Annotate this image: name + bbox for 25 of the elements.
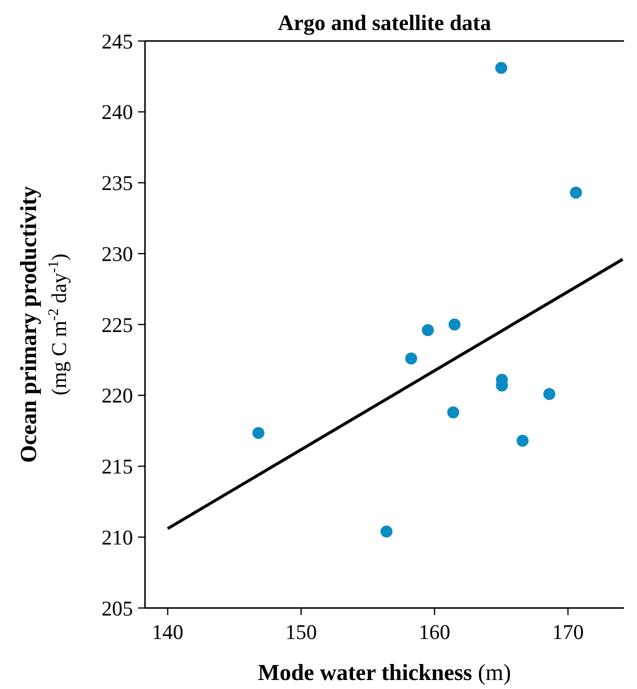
point [252, 426, 264, 439]
point [543, 388, 556, 400]
y-tick-label: 245 [102, 29, 133, 54]
point [448, 318, 461, 330]
point [422, 324, 434, 336]
point [447, 406, 460, 418]
point [516, 434, 529, 447]
y-tick-label: 225 [102, 312, 133, 337]
y-tick-label: 240 [102, 100, 133, 124]
y-tick-label: 215 [102, 454, 133, 479]
y-tick-label: 205 [102, 596, 133, 620]
x-tick-label: 160 [418, 620, 450, 644]
point [380, 525, 392, 538]
y-tick-label: 210 [102, 525, 133, 550]
x-tick-label: 140 [152, 620, 184, 644]
x-tick-label: 150 [285, 620, 317, 644]
y-tick-label: 220 [102, 384, 133, 408]
x-tick-label: 170 [552, 620, 584, 644]
y-tick-label: 230 [102, 242, 133, 266]
y-tick-label: 235 [102, 171, 133, 196]
point [405, 352, 418, 365]
x-axis-title: Mode water thickness (m) [258, 660, 512, 685]
point [570, 186, 582, 199]
chart-title: Argo and satellite data [278, 10, 492, 35]
point [495, 62, 508, 74]
